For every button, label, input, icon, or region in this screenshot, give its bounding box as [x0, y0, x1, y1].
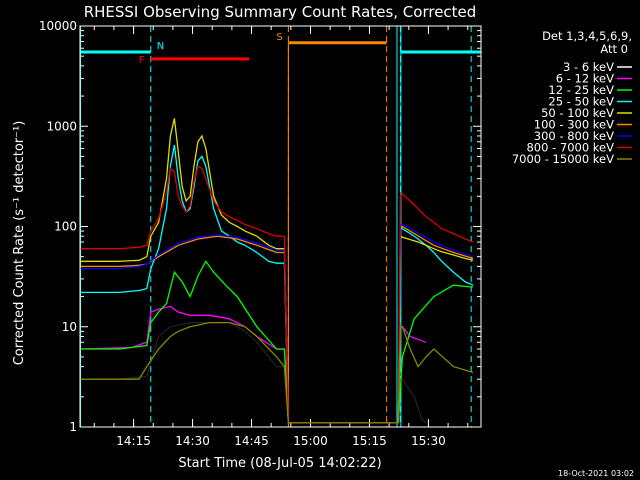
- series-line-4: [80, 144, 474, 424]
- y-tick-label: 1000: [46, 119, 77, 133]
- legend-label-9: 7000 - 15000 keV: [512, 152, 614, 166]
- y-tick-label: 10: [62, 320, 77, 334]
- series-line-7: [80, 223, 474, 424]
- plot-area: 1 10 100 1000 10000 14:15 14:30 14:45 15:00 15:15…: [39, 19, 481, 448]
- x-tick-label: 14:30: [175, 434, 210, 448]
- legend-label-4: 25 - 50 keV: [548, 95, 614, 109]
- series-line-1: [80, 321, 427, 424]
- legend-label-3: 12 - 25 keV: [548, 83, 614, 97]
- legend-header-line-2: Att 0: [600, 42, 628, 56]
- f-flag-label: F: [139, 55, 145, 66]
- footer-date: 18-Oct-2021 03:02: [558, 469, 634, 478]
- y-axis-label: Corrected Count Rate (s⁻¹ detector⁻¹): [12, 121, 27, 366]
- s-flag-label: S: [276, 32, 282, 43]
- chart-title: RHESSI Observing Summary Count Rates, Co…: [84, 3, 477, 21]
- x-tick-label: 15:15: [352, 434, 387, 448]
- x-tick-label: 15:00: [293, 434, 328, 448]
- series-line-9: [80, 321, 474, 424]
- series-line-5: [80, 118, 474, 424]
- series-line-3: [80, 260, 474, 424]
- legend-label-1: 3 - 6 keV: [563, 60, 614, 74]
- x-tick-label: 14:45: [234, 434, 269, 448]
- x-tick-label: 15:30: [411, 434, 446, 448]
- legend-label-5: 50 - 100 keV: [541, 106, 614, 120]
- y-tick-label: 1: [69, 420, 77, 434]
- y-tick-label: 100: [54, 220, 77, 234]
- legend-label-8: 800 - 7000 keV: [526, 141, 614, 155]
- plot-frame: [79, 25, 482, 428]
- legend-label-7: 300 - 800 keV: [534, 129, 614, 143]
- legend-label-2: 6 - 12 keV: [556, 72, 614, 86]
- y-tick-label: 10000: [39, 19, 77, 33]
- series-line-8: [80, 165, 474, 424]
- n-flag-label: N: [157, 41, 164, 52]
- legend-label-6: 100 - 300 keV: [534, 118, 614, 132]
- legend-header-line-1: Det 1,3,4,5,6,9,: [542, 29, 632, 43]
- x-axis-label: Start Time (08-Jul-05 14:02:22): [178, 456, 381, 471]
- x-tick-label: 14:15: [116, 434, 151, 448]
